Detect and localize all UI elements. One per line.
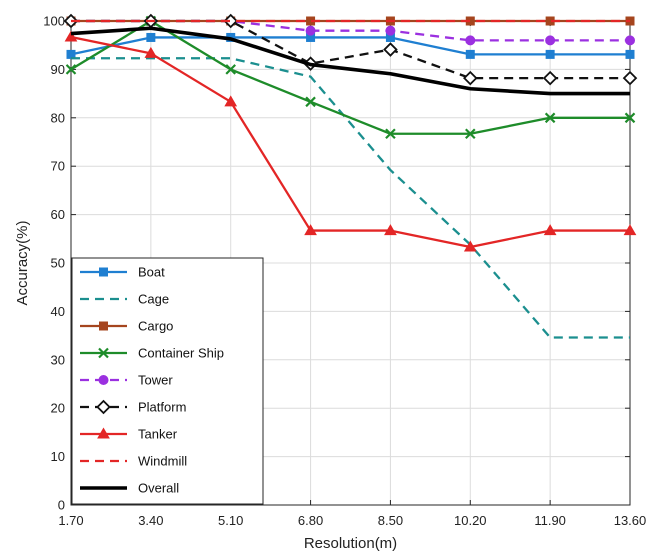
series-line-tanker xyxy=(70,35,630,249)
series-line-overall xyxy=(70,26,630,96)
data-point-tanker xyxy=(543,224,557,236)
legend-item-tower: Tower xyxy=(80,373,173,388)
legend-item-cargo: Cargo xyxy=(80,319,173,334)
x-tick-label: 5.10 xyxy=(218,513,243,528)
data-point-boat xyxy=(625,49,635,59)
legend-item-overall: Overall xyxy=(80,481,179,496)
series-overall xyxy=(70,26,630,96)
x-tick-label: 8.50 xyxy=(378,513,403,528)
x-tick-label: 10.20 xyxy=(454,513,487,528)
x-tick-label: 6.80 xyxy=(298,513,323,528)
legend-marker xyxy=(98,347,109,359)
x-tick-label: 11.90 xyxy=(534,513,566,528)
legend-marker xyxy=(99,267,108,277)
data-point-boat xyxy=(545,49,555,59)
legend-marker xyxy=(99,321,108,331)
legend-item-tanker: Tanker xyxy=(80,427,178,442)
y-tick-label: 40 xyxy=(51,304,65,319)
data-point-container-ship xyxy=(385,128,396,140)
legend-label: Container Ship xyxy=(138,346,224,361)
data-point-tanker xyxy=(623,224,637,236)
legend-label: Cargo xyxy=(138,319,173,334)
data-point-container-ship xyxy=(305,96,316,108)
data-point-platform xyxy=(542,70,558,86)
data-point-platform xyxy=(223,13,238,29)
data-point-tanker xyxy=(64,30,78,42)
series-line-cage xyxy=(71,57,630,339)
legend-marker xyxy=(98,375,109,385)
y-tick-label: 0 xyxy=(58,498,65,513)
series-line-boat xyxy=(70,36,630,56)
y-tick-label: 10 xyxy=(51,449,65,464)
legend: Boat Cage Cargo Container Ship Tower Platform… xyxy=(71,257,264,505)
y-axis-title: Accuracy(%) xyxy=(14,220,31,305)
legend-item-container-ship: Container Ship xyxy=(80,346,224,361)
x-tick-label: 13.60 xyxy=(614,513,647,528)
legend-item-boat: Boat xyxy=(80,265,165,280)
data-point-tanker xyxy=(463,240,477,252)
legend-label: Boat xyxy=(138,265,165,280)
legend-label: Overall xyxy=(138,481,179,496)
y-tick-label: 20 xyxy=(51,401,65,416)
data-point-boat xyxy=(465,49,475,59)
x-tick-label: 1.70 xyxy=(58,513,83,528)
x-tick-label: 3.40 xyxy=(138,513,163,528)
series-cage xyxy=(71,57,630,339)
data-point-tower xyxy=(545,35,556,46)
y-tick-label: 50 xyxy=(51,256,65,271)
x-axis-ticks: 1.70 3.40 5.10 6.80 8.50 10.20 11.90 13.60 xyxy=(58,21,646,528)
data-point-container-ship xyxy=(624,112,636,124)
legend-label: Tanker xyxy=(138,427,178,442)
series-tanker xyxy=(64,30,637,252)
legend-marker xyxy=(97,427,110,439)
legend-item-platform: Platform xyxy=(80,400,186,415)
y-tick-label: 100 xyxy=(43,14,65,29)
data-point-tower xyxy=(465,35,476,46)
legend-item-windmill: Windmill xyxy=(80,454,187,469)
legend-label: Tower xyxy=(138,373,173,388)
data-point-tanker xyxy=(144,46,158,58)
data-point-container-ship xyxy=(544,112,556,124)
data-point-container-ship xyxy=(65,64,77,75)
y-tick-label: 70 xyxy=(51,159,65,174)
data-point-tanker xyxy=(384,224,397,236)
legend-item-cage: Cage xyxy=(80,292,169,307)
data-point-tanker xyxy=(304,224,317,236)
data-point-container-ship xyxy=(225,64,236,75)
legend-label: Windmill xyxy=(138,454,187,469)
legend-label: Cage xyxy=(138,292,169,307)
data-point-tower xyxy=(385,25,396,36)
data-point-boat xyxy=(146,32,156,42)
y-tick-label: 90 xyxy=(51,62,65,77)
data-point-platform xyxy=(463,70,478,86)
data-point-tower xyxy=(305,25,316,36)
data-point-tower xyxy=(625,35,635,46)
legend-marker xyxy=(96,399,111,415)
data-point-platform xyxy=(383,42,398,57)
y-tick-label: 80 xyxy=(51,110,65,125)
legend-label: Platform xyxy=(138,400,186,415)
data-point-container-ship xyxy=(465,128,476,140)
y-tick-label: 30 xyxy=(51,352,65,367)
data-point-platform xyxy=(622,70,638,86)
x-axis-title: Resolution(m) xyxy=(304,535,397,552)
y-tick-label: 60 xyxy=(51,207,65,222)
data-point-tanker xyxy=(224,95,238,107)
series-group xyxy=(63,13,638,339)
